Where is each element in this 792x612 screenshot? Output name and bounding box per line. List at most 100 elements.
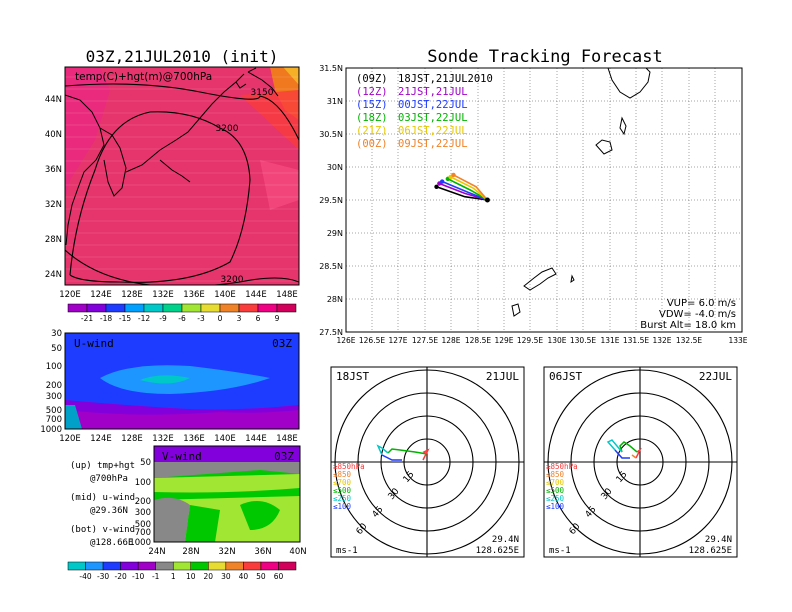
lon-tick: 136E [183, 290, 205, 300]
colorbar-tick: -21 [81, 314, 93, 323]
hodo-ring-label: 15 [615, 470, 630, 485]
lon-tick: 130.5E [570, 336, 596, 345]
hodo-trace-blue [614, 449, 630, 459]
colorbar-tick: 9 [275, 314, 280, 323]
colorbar-swatch [67, 303, 88, 313]
colorbar-swatch [67, 561, 86, 571]
lon-tick: 124E [90, 290, 112, 300]
track-line [450, 176, 488, 201]
hodo-ring-label: 15 [402, 470, 417, 485]
legend-code: (21Z) [356, 125, 388, 137]
colorbar-swatch [257, 303, 278, 313]
main-map-title: 03Z,21JUL2010 (init) [86, 47, 279, 66]
level-label: ≤500 [546, 486, 565, 495]
colorbar-tick: 30 [221, 572, 231, 581]
hodo-levels: ≥850hPa ≤850 ≤700 ≤500 ≤250 ≤100 [333, 462, 365, 511]
lat-tick: 36N [45, 165, 62, 175]
height-contours [65, 83, 299, 285]
lon-tick: 127E [388, 336, 407, 345]
track-end-point [439, 179, 445, 184]
contour-label-3200-lower: 3200 [221, 275, 244, 285]
colorbar-swatch [155, 561, 174, 571]
p-tick: 100 [135, 478, 151, 488]
hodo-time: 06JST [549, 370, 582, 383]
hodo-ring-label: 45 [371, 505, 386, 520]
level-label: ≤700 [333, 478, 352, 487]
main-map-label: temp(C)+hgt(m)@700hPa [75, 71, 212, 83]
panel-notes: (up) tmp+hgt @700hPa (mid) u-wind @29.36… [70, 461, 135, 548]
colorbar-swatch [278, 561, 297, 571]
main-map-panel: 3150 3200 3200 temp(C)+hgt(m)@700hPa [65, 67, 299, 285]
hodo-lat: 29.4N [492, 535, 519, 545]
p-tick: 50 [140, 458, 151, 468]
lon-tick: 127.5E [412, 336, 438, 345]
colorbar-swatch [225, 561, 244, 571]
lat-tick: 28N [182, 547, 199, 557]
legend-text: 21JST,21JUL [398, 86, 468, 98]
note-line: (bot) v-wind [70, 525, 135, 535]
lat-tick: 29N [327, 229, 343, 238]
level-label: ≤700 [546, 478, 565, 487]
colorbar-swatch [181, 303, 202, 313]
hodo-trace-green [387, 448, 428, 455]
lon-tick: 140E [214, 434, 236, 444]
colorbar-swatch [86, 303, 107, 313]
u-wind-label: U-wind [74, 337, 114, 350]
lat-tick: 28N [327, 295, 343, 304]
lat-tick: 24N [45, 270, 62, 280]
hodograph-2-frame [543, 366, 738, 558]
colorbar-tick: 0 [218, 314, 223, 323]
hodo-ring-label: 30 [600, 487, 615, 502]
level-label: ≤100 [333, 502, 352, 511]
hodo-trace-green [619, 441, 638, 453]
lon-tick: 129E [494, 336, 513, 345]
legend-text: 00JST,22JUL [398, 99, 468, 111]
hodo-trace-cyan [376, 444, 389, 456]
tracking-lat-axis: 31.5N 31N 30.5N 30N 29.5N 29N 28.5N 28N … [319, 64, 343, 337]
lat-tick: 28N [45, 235, 62, 245]
lat-tick: 31N [327, 97, 343, 106]
level-label: ≤250 [333, 494, 352, 503]
p-tick: 50 [51, 344, 62, 354]
hodo-trace-cyan [606, 439, 623, 453]
hodograph-1: 18JST 21JUL 15 30 45 60 ≥850hPa ≤850 ≤70… [331, 367, 524, 557]
legend-code: (09Z) [356, 73, 388, 85]
lat-tick: 30N [327, 163, 343, 172]
lon-tick: 128E [441, 336, 460, 345]
v-wind-frame [153, 445, 301, 543]
hodo-unit: ms-1 [336, 546, 358, 556]
colorbar-tick: -18 [100, 314, 112, 323]
v-wind-p-axis: 50 100 200 300 500 700 1000 [129, 458, 151, 548]
param-burst: Burst Alt= 18.0 km [640, 320, 736, 331]
colorbar-swatch [162, 303, 183, 313]
hodograph-2: 06JST 22JUL 15 30 45 60 ≥850hPa ≤850 ≤70… [544, 367, 737, 557]
note-line: (up) tmp+hgt [70, 461, 135, 471]
hodo-unit: ms-1 [549, 546, 571, 556]
lon-tick: 132E [152, 290, 174, 300]
lon-tick: 132.5E [676, 336, 702, 345]
colorbar-tick: 1 [171, 572, 176, 581]
temperature-colorbar: -21 -18 -15 -12 -9 -6 -3 0 3 6 9 [67, 303, 297, 323]
param-vdw: VDW= -4.0 m/s [659, 309, 736, 320]
p-tick: 500 [135, 520, 151, 530]
lon-tick: 131.5E [623, 336, 649, 345]
colorbar-swatch [200, 303, 221, 313]
lon-tick: 120E [59, 290, 81, 300]
colorbar-swatch [219, 303, 240, 313]
level-label: ≤500 [333, 486, 352, 495]
lat-tick: 32N [45, 200, 62, 210]
note-line: @128.66E [90, 538, 133, 548]
lon-tick: 128E [121, 290, 143, 300]
contour-label-3150: 3150 [251, 88, 274, 98]
level-label: ≤850 [546, 470, 565, 479]
level-label: ≤850 [333, 470, 352, 479]
colorbar-swatch [276, 303, 297, 313]
main-map-lon-axis: 120E 124E 128E 132E 136E 140E 144E 148E [59, 290, 298, 300]
lat-tick: 44N [45, 95, 62, 105]
hodo-lon: 128.625E [476, 546, 519, 556]
hodo-ring-label: 60 [568, 522, 583, 537]
lat-tick: 40N [289, 547, 306, 557]
lon-tick: 148E [276, 290, 298, 300]
colorbar-tick: 3 [237, 314, 242, 323]
